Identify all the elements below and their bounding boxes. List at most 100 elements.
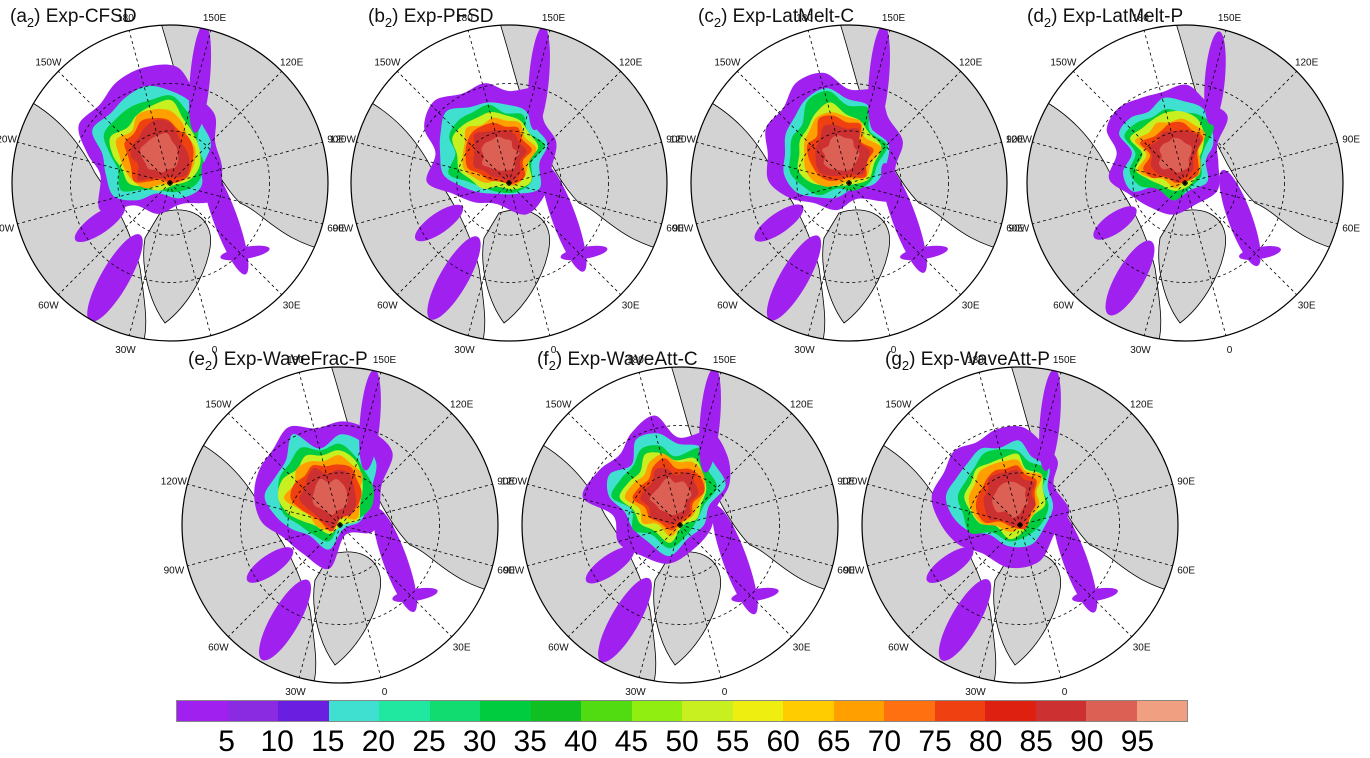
colorbar-tick-label: 20 — [361, 725, 396, 758]
meridian — [1019, 524, 1062, 678]
meridian — [508, 30, 551, 184]
meridian — [1019, 524, 1133, 638]
colorbar-swatch — [1035, 701, 1086, 721]
meridian — [1019, 372, 1062, 526]
longitude-label: 150W — [35, 57, 62, 68]
longitude-label: 90E — [497, 476, 515, 487]
longitude-label: 120E — [619, 57, 643, 68]
meridian — [169, 182, 283, 296]
colorbar-tick-label: 10 — [260, 725, 294, 758]
meridian — [1032, 141, 1186, 184]
longitude-label: 150E — [1053, 355, 1077, 366]
longitude-label: 90E — [1342, 134, 1360, 145]
colorbar-swatch — [783, 701, 834, 721]
longitude-label: 120E — [1295, 57, 1319, 68]
ice-fringe — [1052, 507, 1098, 613]
meridian — [508, 182, 662, 225]
land-greenland — [482, 209, 551, 324]
meridian — [298, 524, 341, 678]
longitude-label: 30W — [115, 345, 136, 356]
meridian — [567, 524, 681, 638]
latitude-circle — [967, 472, 1073, 578]
colorbar-tick-label: 50 — [665, 725, 699, 758]
meridian — [736, 70, 850, 184]
map-border — [1026, 24, 1344, 342]
colorbar-tick-label: 60 — [766, 725, 800, 758]
longitude-label: 120W — [841, 476, 868, 487]
colorbar-swatch — [682, 701, 733, 721]
meridian — [567, 412, 681, 526]
meridian — [679, 483, 833, 526]
longitude-label: 60W — [888, 643, 909, 654]
meridian — [508, 182, 551, 336]
meridian — [1184, 182, 1338, 225]
longitude-label: 0 — [891, 345, 897, 356]
colorbar-tick-label: 45 — [614, 725, 649, 758]
map-panel-g: 150E 120E 90E 60E 30E 0 30W 60W 90W 120W 150W 180(g… — [841, 349, 1196, 698]
meridian — [339, 412, 453, 526]
meridian — [467, 182, 510, 336]
colorbar-swatch — [884, 701, 935, 721]
colorbar-tick-label: 95 — [1120, 725, 1155, 758]
longitude-label: 30E — [962, 301, 980, 312]
meridian — [298, 372, 341, 526]
longitude-label: 30E — [453, 643, 471, 654]
colorbar-swatch — [480, 701, 531, 721]
colorbar-swatch — [732, 701, 783, 721]
longitude-label: 150E — [713, 355, 737, 366]
meridian — [1032, 182, 1186, 225]
colorbar — [176, 700, 1188, 722]
meridian — [128, 30, 171, 184]
meridian — [638, 524, 681, 678]
colorbar-tick-label: 90 — [1070, 725, 1104, 758]
latitude-circle — [70, 83, 270, 283]
colorbar-swatch — [429, 701, 480, 721]
longitude-label: 0 — [212, 345, 218, 356]
longitude-label: 150E — [542, 13, 566, 24]
meridian — [467, 30, 510, 184]
colorbar-swatch — [227, 701, 278, 721]
colorbar-swatch — [328, 701, 379, 721]
colorbar-tick-label: 85 — [1019, 725, 1053, 758]
map-border — [690, 24, 1008, 342]
latitude-circle — [796, 130, 902, 236]
longitude-label: 30W — [285, 687, 306, 698]
ice-fringe — [188, 25, 212, 133]
meridian — [1184, 182, 1298, 296]
longitude-label: 0 — [1227, 345, 1233, 356]
longitude-label: 150W — [1050, 57, 1077, 68]
longitude-label: 90E — [1006, 134, 1024, 145]
longitude-label: 150E — [882, 13, 906, 24]
colorbar-swatch — [1086, 701, 1137, 721]
meridian — [1072, 182, 1186, 296]
ice-fringe — [1105, 240, 1155, 316]
longitude-label: 90W — [333, 224, 354, 235]
longitude-label: 90W — [504, 566, 525, 577]
land-greenland — [993, 551, 1062, 666]
longitude-label: 150W — [885, 399, 912, 410]
colorbar-tick-label: 55 — [715, 725, 750, 758]
meridian — [339, 524, 493, 567]
meridian — [1143, 30, 1186, 184]
latitude-circle — [749, 83, 949, 283]
land-greenland — [313, 551, 382, 666]
ice-contour-7 — [140, 133, 179, 173]
meridian — [527, 483, 681, 526]
meridian — [679, 372, 722, 526]
longitude-label: 30E — [622, 301, 640, 312]
colorbar-swatch — [379, 701, 430, 721]
longitude-label: 60W — [208, 643, 229, 654]
meridian — [339, 483, 493, 526]
ice-fringe — [1239, 246, 1281, 260]
ice-fringe — [246, 547, 294, 583]
meridian — [1184, 141, 1338, 184]
meridian — [1184, 70, 1298, 184]
longitude-label: 120W — [670, 134, 697, 145]
longitude-label: 60W — [548, 643, 569, 654]
latitude-circle — [627, 472, 733, 578]
meridian — [736, 182, 850, 296]
meridian — [1019, 524, 1173, 567]
longitude-label: 120W — [501, 476, 528, 487]
map-panel-d: 150E 120E 90E 60E 30E 0 30W 60W 90W 120W 150W 180(d… — [1006, 6, 1361, 356]
